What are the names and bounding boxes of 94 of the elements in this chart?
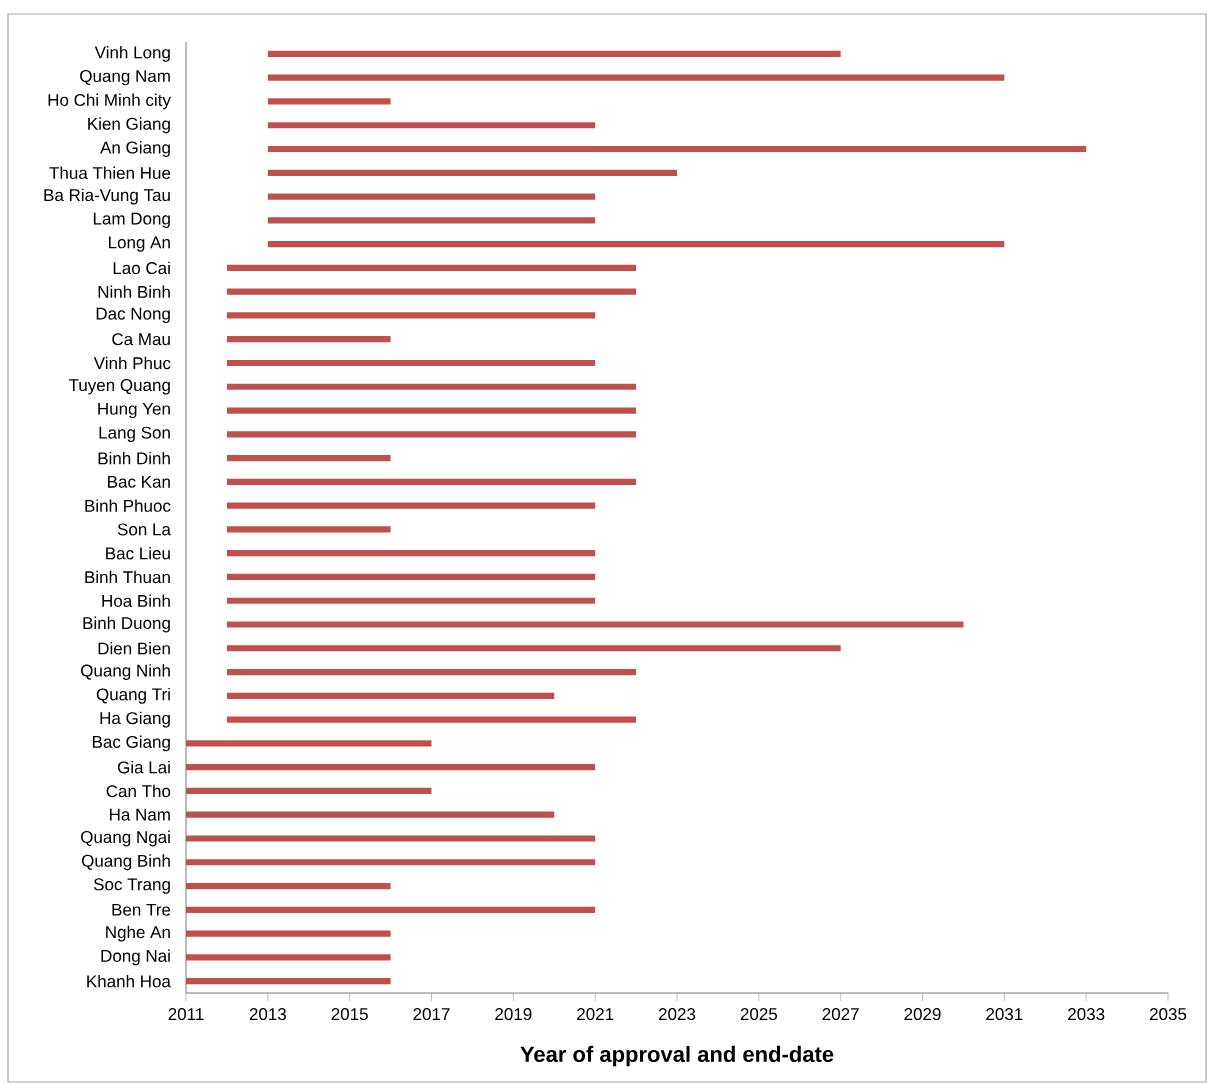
y-tick-label: Ben Tre [112, 903, 171, 916]
y-tick-label: Thua Thien Hue [49, 166, 171, 180]
bar [186, 882, 391, 890]
y-tick-label: Binh Thuan [85, 570, 170, 584]
y-tick-label: Vinh Phuc [93, 356, 171, 370]
y-tick-label: Hung Yen [98, 402, 170, 419]
y-tick-label: Hoa Binh [102, 594, 170, 607]
bar [267, 122, 596, 129]
bar [186, 811, 555, 818]
y-tick-label: Ho Chi Minh city [48, 93, 171, 110]
bar [267, 98, 391, 105]
bar [226, 716, 637, 723]
x-tick-label: 2019 [495, 1008, 532, 1021]
y-tick-label: Ba Ria-Vung Tau [44, 188, 170, 205]
bar [226, 668, 637, 676]
bar [267, 145, 1087, 153]
bar [186, 764, 596, 771]
y-tick-label: Quang Nam [80, 70, 170, 86]
y-tick-label: An Giang [100, 141, 170, 157]
y-tick-label: Quang Ngai [81, 830, 170, 847]
y-tick-label: Khanh Hoa [87, 974, 171, 988]
y-tick-label: Ha Nam [109, 808, 170, 821]
y-tick-label: Long An [108, 236, 170, 252]
bar [226, 597, 596, 604]
bar [226, 431, 637, 438]
bar [226, 621, 964, 628]
y-tick-label: Binh Dinh [98, 451, 170, 465]
x-tick-label: 2013 [249, 1008, 286, 1021]
bar [186, 954, 391, 961]
y-tick-label: Dac Nong [96, 307, 170, 324]
bar [226, 645, 841, 652]
bar [186, 978, 391, 985]
bar [186, 906, 596, 913]
bar [226, 692, 555, 699]
y-tick-label: Kien Giang [88, 117, 170, 134]
x-tick-label: 2031 [986, 1008, 1023, 1021]
bar [267, 241, 1005, 248]
bar [267, 169, 678, 176]
y-tick-label: Ca Mau [112, 333, 170, 346]
y-tick-label: Ninh Binh [98, 285, 170, 298]
x-tick-label: 2011 [168, 1008, 204, 1021]
y-tick-label: Binh Phuoc [85, 499, 171, 512]
bar [226, 264, 637, 271]
x-tick-label: 2021 [577, 1008, 614, 1021]
bar [226, 478, 637, 485]
x-tick-label: 2035 [1149, 1008, 1187, 1021]
x-tick-label: 2017 [413, 1008, 450, 1021]
x-tick-label: 2015 [331, 1008, 368, 1021]
bar [226, 573, 596, 581]
bar [226, 550, 596, 557]
y-tick-label: Son La [117, 523, 171, 536]
x-axis-title: Year of approval and end-date [520, 1045, 834, 1067]
bar [186, 835, 596, 842]
bar [186, 930, 391, 937]
y-tick-label: Gia Lai [117, 760, 170, 774]
x-tick-label: 2029 [904, 1008, 941, 1021]
y-tick-label: Tuyen Quang [68, 379, 170, 395]
bar [186, 859, 596, 866]
y-tick-label: Ha Giang [100, 711, 170, 728]
y-tick-label: Quang Ninh [81, 664, 170, 680]
y-tick-label: Lao Cai [113, 261, 170, 275]
y-tick-label: Bac Lieu [106, 546, 170, 560]
bar [267, 74, 1005, 81]
bar [226, 407, 637, 414]
x-tick-label: 2027 [822, 1008, 859, 1021]
x-tick-label: 2025 [740, 1008, 778, 1021]
bar [186, 787, 432, 795]
bar [226, 383, 637, 390]
y-tick-label: Lam Dong [93, 212, 170, 228]
y-tick-label: Binh Duong [83, 616, 170, 633]
bar [226, 359, 596, 367]
bar [226, 502, 596, 509]
y-tick-label: Dong Nai [101, 949, 170, 966]
bar [226, 312, 596, 319]
y-tick-label: Vinh Long [94, 45, 170, 62]
y-tick-label: Can Tho [106, 784, 171, 798]
bar [267, 193, 596, 200]
x-tick-label: 2033 [1068, 1008, 1105, 1021]
y-tick-label: Soc Trang [93, 878, 170, 894]
bar [226, 336, 391, 343]
y-tick-label: Quang Tri [96, 687, 170, 704]
bar [226, 288, 637, 295]
y-tick-label: Bac Kan [108, 475, 170, 488]
y-tick-label: Dien Bien [98, 642, 170, 655]
y-tick-label: Bac Giang [92, 735, 170, 752]
bar [186, 740, 432, 747]
bar [267, 50, 841, 57]
bar [267, 217, 596, 224]
bar [226, 526, 391, 533]
y-tick-label: Lang Son [99, 426, 170, 442]
bar [226, 455, 391, 462]
x-tick-label: 2023 [658, 1008, 696, 1021]
y-tick-label: Quang Binh [81, 854, 170, 871]
y-tick-label: Nghe An [106, 925, 170, 942]
